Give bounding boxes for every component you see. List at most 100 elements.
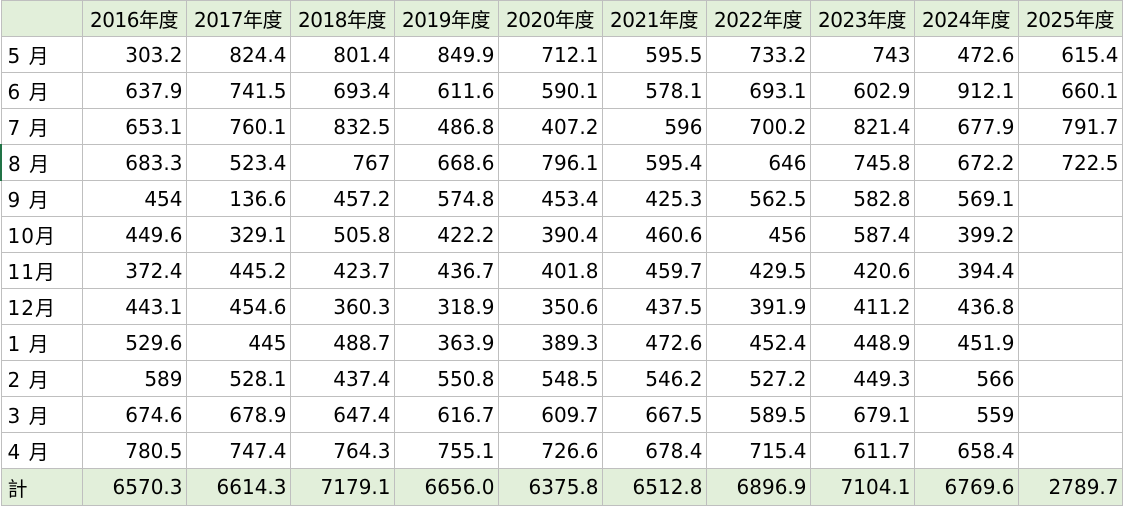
table-cell[interactable]: 611.7 [809, 432, 915, 469]
table-cell[interactable]: 528.1 [185, 360, 291, 397]
table-cell[interactable]: 667.5 [601, 396, 707, 433]
table-cell[interactable]: 363.9 [393, 324, 499, 361]
table-cell[interactable]: 674.6 [81, 396, 187, 433]
table-cell[interactable]: 449.3 [809, 360, 915, 397]
row-label[interactable]: 7 月 [0, 108, 83, 145]
table-cell[interactable]: 589 [81, 360, 187, 397]
table-cell[interactable] [1017, 216, 1123, 253]
column-header[interactable]: 2022年度 [705, 0, 811, 37]
table-cell[interactable]: 454.6 [185, 288, 291, 325]
table-cell[interactable]: 747.4 [185, 432, 291, 469]
table-cell[interactable]: 420.6 [809, 252, 915, 289]
total-cell[interactable]: 6375.8 [497, 468, 603, 506]
table-cell[interactable]: 596 [601, 108, 707, 145]
table-cell[interactable]: 457.2 [289, 180, 395, 217]
table-cell[interactable]: 443.1 [81, 288, 187, 325]
table-cell[interactable]: 791.7 [1017, 108, 1123, 145]
table-cell[interactable]: 587.4 [809, 216, 915, 253]
row-label[interactable]: 6 月 [0, 72, 83, 109]
table-cell[interactable]: 712.1 [497, 36, 603, 73]
table-cell[interactable] [1017, 432, 1123, 469]
table-cell[interactable]: 668.6 [393, 144, 499, 181]
table-cell[interactable]: 569.1 [913, 180, 1019, 217]
table-cell[interactable]: 452.4 [705, 324, 811, 361]
row-label[interactable]: 9 月 [0, 180, 83, 217]
table-cell[interactable]: 595.5 [601, 36, 707, 73]
table-cell[interactable]: 391.9 [705, 288, 811, 325]
table-cell[interactable]: 445.2 [185, 252, 291, 289]
table-cell[interactable]: 801.4 [289, 36, 395, 73]
table-cell[interactable]: 453.4 [497, 180, 603, 217]
total-cell[interactable]: 6512.8 [601, 468, 707, 506]
row-label[interactable]: 1 月 [0, 324, 83, 361]
table-cell[interactable]: 589.5 [705, 396, 811, 433]
total-cell[interactable]: 6656.0 [393, 468, 499, 506]
row-label[interactable]: 4 月 [0, 432, 83, 469]
table-cell[interactable]: 448.9 [809, 324, 915, 361]
table-cell[interactable]: 741.5 [185, 72, 291, 109]
table-cell[interactable]: 824.4 [185, 36, 291, 73]
table-cell[interactable]: 590.1 [497, 72, 603, 109]
table-cell[interactable]: 722.5 [1017, 144, 1123, 181]
table-cell[interactable]: 745.8 [809, 144, 915, 181]
table-cell[interactable]: 733.2 [705, 36, 811, 73]
column-header[interactable]: 2024年度 [913, 0, 1019, 37]
table-cell[interactable]: 360.3 [289, 288, 395, 325]
table-cell[interactable]: 677.9 [913, 108, 1019, 145]
table-cell[interactable]: 523.4 [185, 144, 291, 181]
table-cell[interactable]: 615.4 [1017, 36, 1123, 73]
table-cell[interactable]: 562.5 [705, 180, 811, 217]
table-cell[interactable]: 693.1 [705, 72, 811, 109]
table-cell[interactable]: 527.2 [705, 360, 811, 397]
table-cell[interactable]: 425.3 [601, 180, 707, 217]
table-cell[interactable]: 637.9 [81, 72, 187, 109]
table-cell[interactable]: 546.2 [601, 360, 707, 397]
table-cell[interactable]: 743 [809, 36, 915, 73]
table-cell[interactable]: 303.2 [81, 36, 187, 73]
total-cell[interactable]: 6896.9 [705, 468, 811, 506]
table-cell[interactable]: 372.4 [81, 252, 187, 289]
table-cell[interactable]: 566 [913, 360, 1019, 397]
table-cell[interactable]: 767 [289, 144, 395, 181]
table-cell[interactable]: 616.7 [393, 396, 499, 433]
table-cell[interactable]: 436.8 [913, 288, 1019, 325]
column-header[interactable]: 2019年度 [393, 0, 499, 37]
table-cell[interactable]: 678.4 [601, 432, 707, 469]
table-cell[interactable]: 529.6 [81, 324, 187, 361]
table-cell[interactable]: 611.6 [393, 72, 499, 109]
table-cell[interactable]: 602.9 [809, 72, 915, 109]
table-cell[interactable]: 422.2 [393, 216, 499, 253]
table-cell[interactable]: 389.3 [497, 324, 603, 361]
table-cell[interactable]: 760.1 [185, 108, 291, 145]
table-cell[interactable] [1017, 288, 1123, 325]
table-cell[interactable]: 821.4 [809, 108, 915, 145]
total-cell[interactable]: 7104.1 [809, 468, 915, 506]
total-cell[interactable]: 6570.3 [81, 468, 187, 506]
table-cell[interactable]: 136.6 [185, 180, 291, 217]
table-cell[interactable]: 582.8 [809, 180, 915, 217]
table-cell[interactable]: 796.1 [497, 144, 603, 181]
table-cell[interactable]: 646 [705, 144, 811, 181]
total-label[interactable]: 計 [0, 468, 83, 506]
corner-cell[interactable] [0, 0, 83, 37]
row-label[interactable]: 10月 [0, 216, 83, 253]
column-header[interactable]: 2016年度 [81, 0, 187, 37]
table-cell[interactable]: 647.4 [289, 396, 395, 433]
table-cell[interactable]: 832.5 [289, 108, 395, 145]
table-cell[interactable]: 550.8 [393, 360, 499, 397]
table-cell[interactable]: 658.4 [913, 432, 1019, 469]
table-cell[interactable] [1017, 396, 1123, 433]
column-header[interactable]: 2021年度 [601, 0, 707, 37]
table-cell[interactable]: 678.9 [185, 396, 291, 433]
table-cell[interactable]: 574.8 [393, 180, 499, 217]
table-cell[interactable]: 912.1 [913, 72, 1019, 109]
table-cell[interactable]: 683.3 [81, 144, 187, 181]
table-cell[interactable] [1017, 180, 1123, 217]
table-cell[interactable]: 505.8 [289, 216, 395, 253]
row-label[interactable]: 11月 [0, 252, 83, 289]
table-cell[interactable]: 445 [185, 324, 291, 361]
table-cell[interactable]: 394.4 [913, 252, 1019, 289]
table-cell[interactable]: 472.6 [913, 36, 1019, 73]
table-cell[interactable]: 318.9 [393, 288, 499, 325]
table-cell[interactable]: 449.6 [81, 216, 187, 253]
